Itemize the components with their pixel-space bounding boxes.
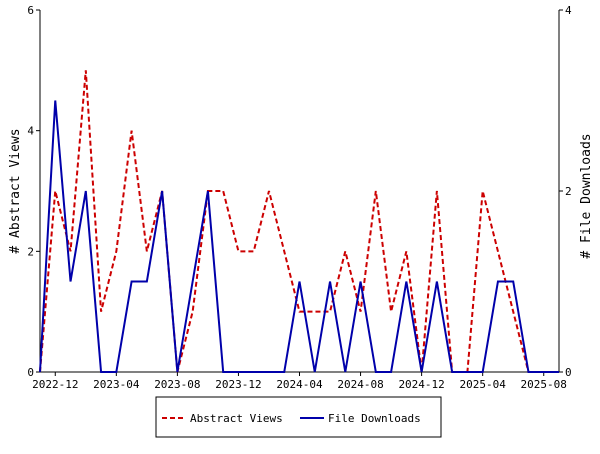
y2-tick-label: 4 [565,4,572,17]
x-tick-label: 2023-12 [215,378,261,391]
file-downloads-legend-label: File Downloads [328,412,421,425]
x-tick-label: 2024-12 [398,378,444,391]
y2-tick-label: 0 [565,366,572,379]
x-tick-label: 2025-08 [521,378,567,391]
y-axis-title: # Abstract Views [8,128,23,253]
y2-axis-title: # File Downloads [579,133,594,258]
legend-box [155,396,442,438]
legend: Abstract Views File Downloads [155,396,442,438]
y-tick-label: 6 [27,4,34,17]
x-tick-label: 2025-04 [459,378,506,391]
x-tick-label: 2023-08 [154,378,200,391]
y-tick-label: 4 [27,125,34,138]
y-tick-label: 0 [27,366,34,379]
file-downloads-series-line [39,100,559,373]
x-tick-label: 2024-08 [337,378,383,391]
abstract-views-legend-label: Abstract Views [190,412,283,425]
y2-tick-label: 2 [565,185,572,198]
x-tick-label: 2022-12 [32,378,78,391]
x-tick-label: 2023-04 [93,378,140,391]
abstract-views-series-line [39,70,559,373]
x-tick-label: 2024-04 [276,378,323,391]
y-tick-label: 2 [27,245,34,258]
